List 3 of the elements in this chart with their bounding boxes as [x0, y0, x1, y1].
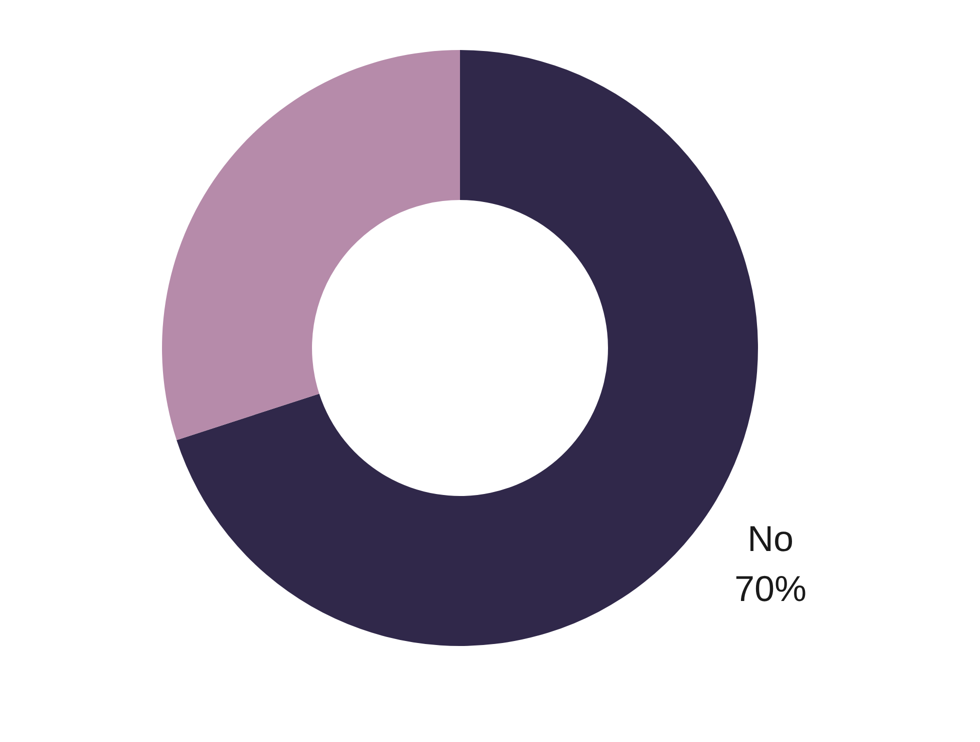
data-label: 70% — [734, 568, 807, 610]
donut-slice — [162, 50, 460, 440]
slice-label: No — [748, 518, 794, 560]
